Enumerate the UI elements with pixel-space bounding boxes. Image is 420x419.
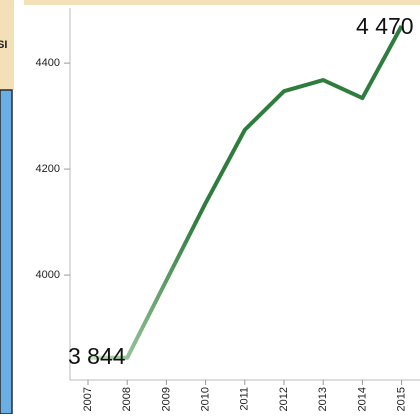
value-label: 3 844 <box>68 343 126 369</box>
left-panel-label: SI <box>0 39 7 51</box>
x-tick-label: 2014 <box>356 387 368 411</box>
x-tick-label: 2013 <box>317 387 329 411</box>
x-tick-label: 2015 <box>396 387 408 411</box>
x-tick-label: 2007 <box>82 387 94 411</box>
line <box>88 25 404 360</box>
y-tick-label: 4200 <box>36 163 60 175</box>
top-bar <box>24 0 420 5</box>
left-panel <box>0 89 13 415</box>
y-tick-label: 4400 <box>36 57 60 69</box>
x-tick-label: 2009 <box>160 387 172 411</box>
value-label: 4 470 <box>356 13 414 39</box>
left-header <box>0 0 14 90</box>
x-tick-label: 2011 <box>239 387 251 411</box>
plot: 4000 4200 4400 2007 2008 2009 2010 2011 2012 2013… <box>36 13 414 411</box>
x-tick-label: 2008 <box>121 387 133 411</box>
x-tick-label: 2010 <box>200 387 212 411</box>
x-tick-label: 2012 <box>278 387 290 411</box>
y-tick-label: 4000 <box>36 269 60 281</box>
